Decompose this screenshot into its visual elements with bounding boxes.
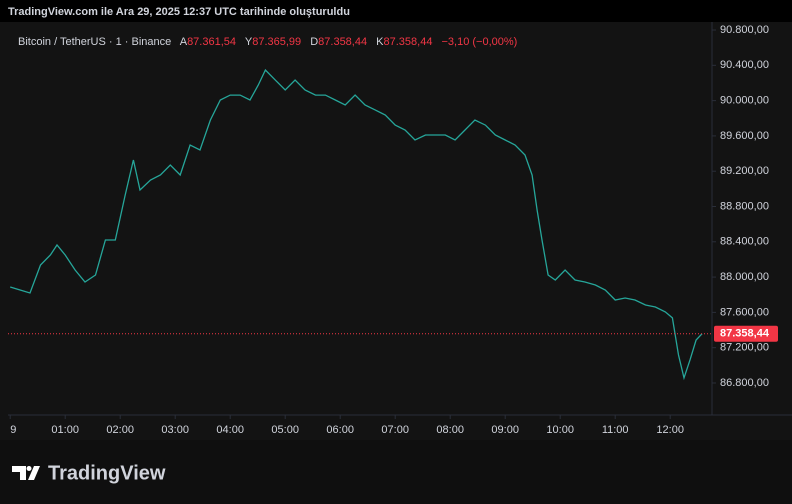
brand-logo: TradingView	[12, 462, 166, 484]
x-tick-label: 10:00	[546, 424, 574, 436]
low: 87.358,44	[318, 36, 367, 48]
x-tick-label: 02:00	[106, 424, 134, 436]
x-tick-label: 01:00	[51, 424, 79, 436]
change: −3,10 (−0,00%)	[442, 36, 518, 48]
header: TradingView.com ile Ara 29, 2025 12:37 U…	[8, 6, 350, 18]
close-label: K	[376, 36, 384, 48]
open: 87.361,54	[187, 36, 236, 48]
y-tick-label: 89.600,00	[720, 130, 769, 142]
brand: TradingView	[48, 462, 166, 484]
x-tick-label: 9	[10, 424, 16, 436]
y-tick-label: 88.400,00	[720, 236, 769, 248]
y-tick-label: 89.200,00	[720, 165, 769, 177]
close: 87.358,44	[384, 36, 433, 48]
y-tick-label: 87.200,00	[720, 342, 769, 354]
high-label: Y	[245, 36, 253, 48]
open-label: A	[180, 36, 188, 48]
price-line	[10, 68, 703, 381]
x-tick-label: 06:00	[326, 424, 354, 436]
y-tick-label: 88.000,00	[720, 271, 769, 283]
y-tick-label: 90.000,00	[720, 95, 769, 107]
x-tick-label: 08:00	[436, 424, 464, 436]
legend: Bitcoin / TetherUS · 1 · Binance A87.361…	[18, 36, 517, 48]
logo-dot	[26, 466, 32, 471]
symbol: Bitcoin / TetherUS · 1 · Binance	[18, 36, 171, 48]
high: 87.365,99	[252, 36, 301, 48]
x-tick-label: 11:00	[602, 424, 629, 436]
low-label: D	[310, 36, 318, 48]
footer	[0, 440, 792, 504]
x-tick-label: 04:00	[216, 424, 244, 436]
x-tick-label: 03:00	[161, 424, 189, 436]
y-tick-label: 90.800,00	[720, 24, 769, 36]
chart-panel	[0, 22, 792, 440]
last-price-label: 87.358,44	[720, 328, 770, 340]
last-price-box	[714, 325, 778, 342]
y-tick-label: 87.600,00	[720, 306, 769, 318]
x-tick-label: 09:00	[491, 424, 519, 436]
x-tick-label: 07:00	[381, 424, 409, 436]
y-tick-label: 88.800,00	[720, 200, 769, 212]
header-bar	[0, 0, 792, 22]
y-tick-label: 86.800,00	[720, 377, 769, 389]
x-tick-label: 12:00	[656, 424, 684, 436]
x-tick-label: 05:00	[271, 424, 299, 436]
y-tick-label: 90.400,00	[720, 59, 769, 71]
logo-icon	[12, 466, 40, 480]
